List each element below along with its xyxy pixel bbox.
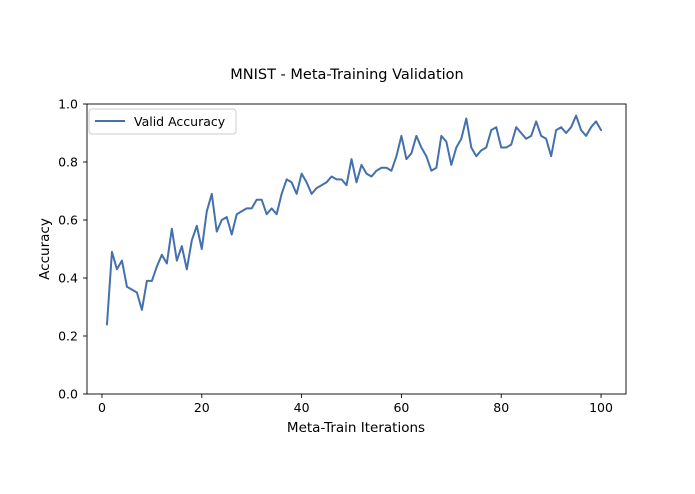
y-tick-label: 0.4 — [58, 271, 78, 286]
legend: Valid Accuracy — [88, 108, 237, 135]
axes-frame — [86, 103, 627, 395]
x-tick-label: 60 — [393, 400, 409, 415]
legend-label-valid-accuracy: Valid Accuracy — [134, 114, 226, 129]
y-tick-label: 1.0 — [58, 97, 78, 112]
x-tick-label: 20 — [194, 400, 210, 415]
legend-box — [88, 108, 237, 135]
x-tick-label: 80 — [493, 400, 509, 415]
y-tick-label: 0.6 — [58, 213, 78, 228]
plot-area: 0 20 40 60 80 100 0.0 0.2 0.4 0.6 0.8 1.0 — [58, 97, 627, 415]
x-tick-label: 0 — [98, 400, 106, 415]
chart-title: MNIST - Meta-Training Validation — [230, 67, 463, 83]
x-tick-label: 100 — [589, 400, 613, 415]
x-axis-label: Meta-Train Iterations — [287, 420, 425, 436]
y-tick-label: 0.0 — [58, 387, 78, 402]
y-tick-label: 0.2 — [58, 329, 78, 344]
y-tick-label: 0.8 — [58, 155, 78, 170]
x-tick-label: 40 — [294, 400, 310, 415]
y-axis-label: Accuracy — [37, 218, 53, 280]
series-line-valid-accuracy — [105, 114, 603, 326]
